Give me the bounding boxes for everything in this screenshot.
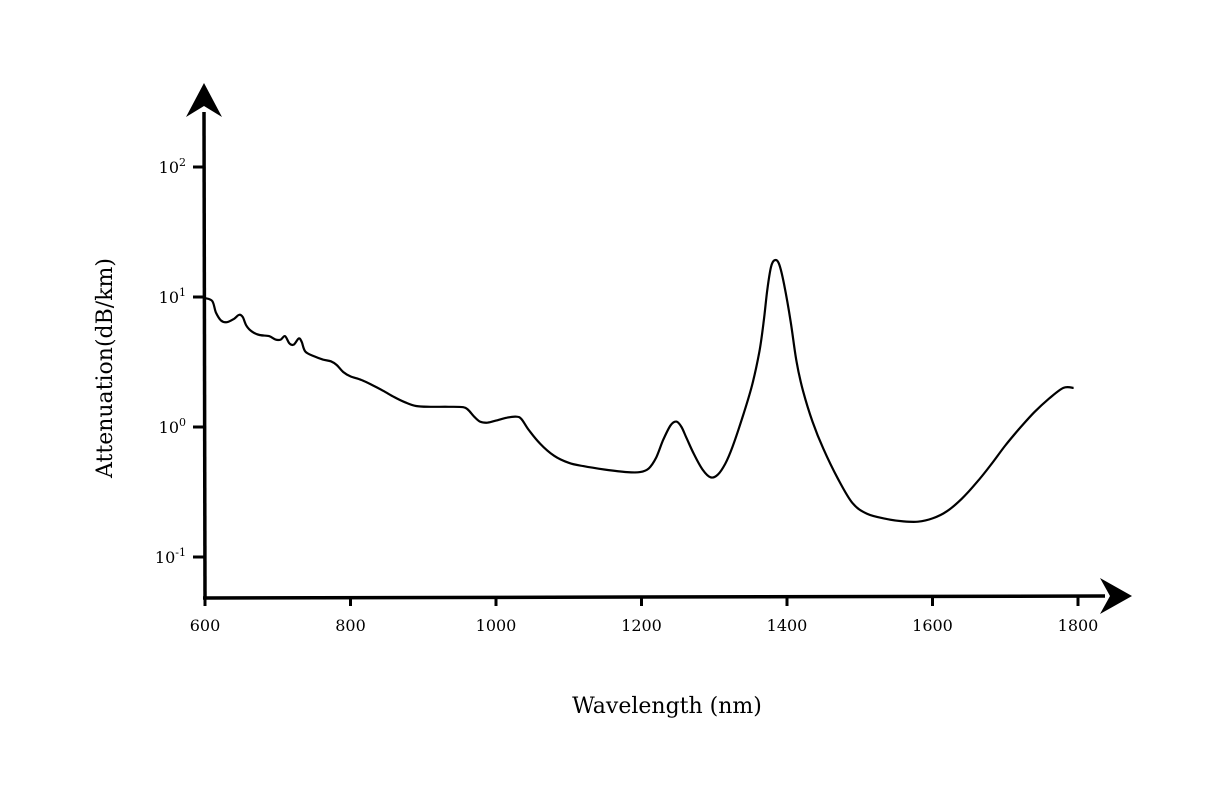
attenuation-curve	[204, 258, 1074, 523]
x-axis-ticks: 600 800 1000 1200 1400 1600 1800	[190, 596, 1099, 635]
x-tick-label: 1400	[767, 616, 808, 635]
x-tick-label: 1200	[621, 616, 662, 635]
y-tick-base: 10	[159, 288, 179, 307]
y-tick-exponent: 2	[179, 156, 186, 169]
y-tick-base: 10	[159, 418, 179, 437]
x-tick-label: 800	[335, 616, 366, 635]
y-tick-base: 10	[159, 158, 179, 177]
y-axis-arrowhead	[186, 83, 222, 117]
x-tick-label: 1800	[1058, 616, 1099, 635]
x-tick-label: 600	[190, 616, 221, 635]
x-tick-label: 1600	[912, 616, 953, 635]
x-axis-label: Wavelength (nm)	[572, 694, 762, 719]
x-axis-line	[202, 594, 1106, 600]
y-tick-exponent: -1	[175, 546, 186, 559]
x-tick-label: 1000	[476, 616, 517, 635]
y-tick-exponent: 0	[179, 416, 186, 429]
y-tick-label: 102	[159, 156, 186, 177]
y-axis-line	[202, 111, 207, 600]
y-tick-label: 10-1	[155, 546, 186, 567]
y-tick-base: 10	[155, 548, 175, 567]
y-tick-label: 100	[159, 416, 186, 437]
y-tick-exponent: 1	[179, 286, 186, 299]
y-axis-label: Attenuation(dB/km)	[93, 258, 118, 479]
x-axis-arrowhead	[1100, 578, 1132, 614]
y-tick-label: 101	[159, 286, 186, 307]
